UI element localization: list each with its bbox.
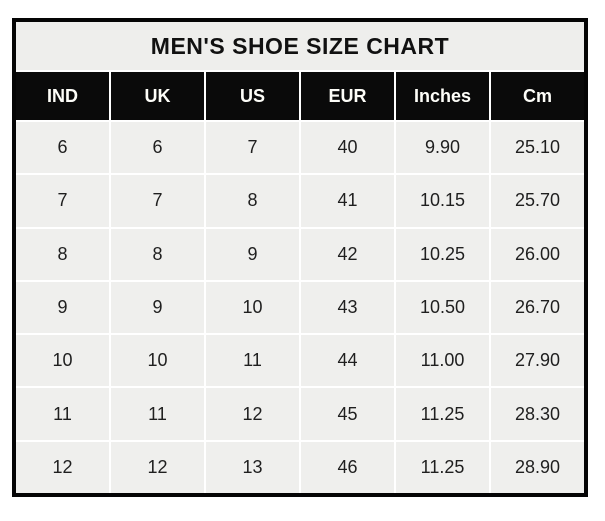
table-cell: 46 — [301, 441, 394, 493]
table-cell: 27.90 — [491, 335, 584, 387]
column-header-inches: Inches — [396, 72, 489, 120]
column-header-eur: EUR — [301, 72, 394, 120]
size-chart-table: MEN'S SHOE SIZE CHART IND UK US EUR Inch… — [12, 18, 588, 497]
table-cell: 10 — [206, 281, 299, 334]
table-cell: 43 — [301, 281, 394, 334]
table-cell: 8 — [16, 228, 109, 280]
table-cell: 28.30 — [491, 388, 584, 440]
table-cell: 10.50 — [396, 281, 489, 334]
table-cell: 25.70 — [491, 175, 584, 227]
table-cell: 6 — [111, 122, 204, 174]
table-cell: 11 — [206, 335, 299, 387]
table-cell: 8 — [111, 228, 204, 280]
column-header-us: US — [206, 72, 299, 120]
table-cell: 11.25 — [396, 388, 489, 440]
table-cell: 12 — [16, 441, 109, 493]
table-cell: 7 — [206, 122, 299, 174]
table-cell: 45 — [301, 388, 394, 440]
table-cell: 11.00 — [396, 335, 489, 387]
table-cell: 41 — [301, 175, 394, 227]
table-cell: 8 — [206, 175, 299, 227]
table-cell: 25.10 — [491, 122, 584, 174]
column-header-cm: Cm — [491, 72, 584, 120]
table-cell: 11 — [16, 388, 109, 440]
table-cell: 26.70 — [491, 281, 584, 334]
table-cell: 10.25 — [396, 228, 489, 280]
table-cell: 42 — [301, 228, 394, 280]
table-cell: 9 — [206, 228, 299, 280]
table-cell: 28.90 — [491, 441, 584, 493]
table-cell: 11.25 — [396, 441, 489, 493]
column-header-uk: UK — [111, 72, 204, 120]
column-header-ind: IND — [16, 72, 109, 120]
table-cell: 6 — [16, 122, 109, 174]
table-cell: 7 — [16, 175, 109, 227]
table-cell: 9 — [111, 281, 204, 334]
table-cell: 7 — [111, 175, 204, 227]
table-cell: 13 — [206, 441, 299, 493]
table-cell: 10.15 — [396, 175, 489, 227]
table-cell: 44 — [301, 335, 394, 387]
table-cell: 10 — [111, 335, 204, 387]
table-cell: 12 — [206, 388, 299, 440]
page-title: MEN'S SHOE SIZE CHART — [16, 22, 584, 70]
table-cell: 12 — [111, 441, 204, 493]
table-cell: 9 — [16, 281, 109, 334]
table-cell: 9.90 — [396, 122, 489, 174]
table-cell: 26.00 — [491, 228, 584, 280]
table-cell: 10 — [16, 335, 109, 387]
table-cell: 40 — [301, 122, 394, 174]
table-cell: 11 — [111, 388, 204, 440]
